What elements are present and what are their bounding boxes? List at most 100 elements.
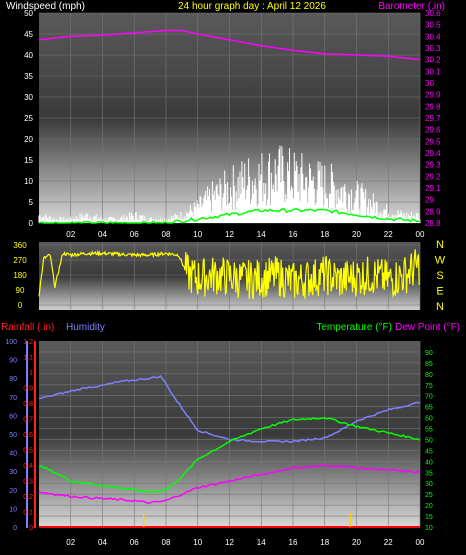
wind-barometer-panel: Windspeed (mph) 24 hour graph day : Apri… xyxy=(6,1,445,239)
temperature-tick-label: 50 xyxy=(425,437,433,444)
temperature-tick-label: 65 xyxy=(425,405,433,412)
x-tick-label: 06 xyxy=(130,538,139,547)
humidity-tick-label: 90 xyxy=(9,358,17,365)
x-tick-label: 10 xyxy=(193,230,202,239)
rainfall-tick-label: 0 xyxy=(29,525,33,532)
x-tick-label: 08 xyxy=(162,230,171,239)
x-tick-label: 16 xyxy=(289,538,298,547)
barometer-tick-label: 29.6 xyxy=(425,126,441,135)
x-tick-label: 18 xyxy=(320,230,329,239)
temperature-tick-label: 75 xyxy=(425,383,433,390)
barometer-tick-label: 29.9 xyxy=(425,91,441,100)
humidity-tick-label: 0 xyxy=(13,525,17,532)
rainfall-tick-label: 0.5 xyxy=(23,448,33,455)
compass-label: W xyxy=(435,255,446,267)
x-tick-label: 04 xyxy=(98,538,107,547)
compass-label: N xyxy=(436,301,444,313)
rainfall-tick-label: 1 xyxy=(29,370,33,377)
temperature-tick-label: 90 xyxy=(425,350,433,357)
barometer-tick-label: 29.1 xyxy=(425,184,441,193)
temperature-tick-label: 25 xyxy=(425,492,433,499)
rainfall-tick-label: 0.2 xyxy=(23,494,33,501)
rainfall-tick-label: 1.1 xyxy=(23,355,33,362)
barometer-tick-label: 30.3 xyxy=(425,44,441,53)
x-tick-label: 16 xyxy=(289,230,298,239)
rainfall-axis-label: Rainfall (.in) xyxy=(1,322,54,333)
temperature-tick-label: 15 xyxy=(425,514,433,521)
barometer-tick-label: 30 xyxy=(425,79,434,88)
direction-tick-label: 360 xyxy=(13,241,27,250)
compass-label: N xyxy=(436,239,444,251)
temperature-axis-label: Temperature (°F) xyxy=(316,322,392,333)
temperature-tick-label: 55 xyxy=(425,427,433,434)
barometer-tick-label: 29.5 xyxy=(425,137,441,146)
humidity-tick-label: 10 xyxy=(9,506,17,513)
direction-tick-label: 180 xyxy=(13,271,27,280)
humidity-tick-label: 100 xyxy=(5,339,17,346)
barometer-tick-label: 30.5 xyxy=(425,21,441,30)
humidity-tick-label: 60 xyxy=(9,413,17,420)
chart-title: 24 hour graph day : April 12 2026 xyxy=(178,1,326,12)
x-tick-label: 00 xyxy=(416,230,425,239)
x-tick-label: 12 xyxy=(225,230,234,239)
wind-tick-label: 30 xyxy=(24,93,33,102)
barometer-tick-label: 29.4 xyxy=(425,149,441,158)
rainfall-tick-label: 0.9 xyxy=(23,386,33,393)
temperature-tick-label: 80 xyxy=(425,372,433,379)
x-tick-label: 14 xyxy=(257,538,266,547)
wind-tick-label: 50 xyxy=(24,9,33,18)
temperature-tick-label: 70 xyxy=(425,394,433,401)
temperature-tick-label: 40 xyxy=(425,459,433,466)
temperature-tick-label: 85 xyxy=(425,361,433,368)
barometer-tick-label: 29.8 xyxy=(425,102,441,111)
barometer-tick-label: 29.7 xyxy=(425,114,441,123)
rainfall-tick-label: 0.8 xyxy=(23,401,33,408)
humidity-series xyxy=(38,374,421,443)
rainfall-tick-label: 0.3 xyxy=(23,479,33,486)
temperature-series xyxy=(38,417,421,493)
temperature-tick-label: 45 xyxy=(425,448,433,455)
barometer-axis-label: Barometer (.in) xyxy=(378,1,445,12)
wind-tick-label: 20 xyxy=(24,135,33,144)
rainfall-tick-label: 0.7 xyxy=(23,417,33,424)
x-tick-label: 20 xyxy=(352,230,361,239)
wind-tick-label: 25 xyxy=(24,114,33,123)
humidity-tick-label: 40 xyxy=(9,451,17,458)
direction-tick-label: 270 xyxy=(13,256,27,265)
humidity-tick-label: 70 xyxy=(9,395,17,402)
x-tick-label: 10 xyxy=(193,538,202,547)
x-tick-label: 08 xyxy=(162,538,171,547)
x-tick-label: 02 xyxy=(66,538,75,547)
dewpoint-series xyxy=(38,464,421,505)
wind-tick-label: 0 xyxy=(29,219,34,228)
dewpoint-axis-label: Dew Point (°F) xyxy=(395,322,460,333)
wind-tick-label: 35 xyxy=(24,72,33,81)
x-tick-label: 12 xyxy=(225,538,234,547)
temperature-tick-label: 30 xyxy=(425,481,433,488)
barometer-tick-label: 28.8 xyxy=(425,219,441,228)
direction-tick-label: 0 xyxy=(18,301,23,310)
windspeed-axis-label: Windspeed (mph) xyxy=(6,1,85,12)
x-tick-label: 04 xyxy=(98,230,107,239)
x-tick-label: 20 xyxy=(352,538,361,547)
compass-label: E xyxy=(436,286,443,298)
temperature-tick-label: 60 xyxy=(425,416,433,423)
wind-average-series xyxy=(38,208,421,224)
temp-humidity-panel: Rainfall (.in) Humidity Temperature (°F)… xyxy=(1,322,460,547)
rainfall-tick-label: 0.6 xyxy=(23,432,33,439)
x-tick-label: 02 xyxy=(66,230,75,239)
barometer-tick-label: 30.6 xyxy=(425,9,441,18)
barometer-tick-label: 29.2 xyxy=(425,172,441,181)
temperature-tick-label: 35 xyxy=(425,470,433,477)
barometer-tick-label: 28.9 xyxy=(425,207,441,216)
compass-label: S xyxy=(436,270,443,282)
barometer-tick-label: 29 xyxy=(425,196,434,205)
wind-direction-series xyxy=(38,249,420,300)
wind-tick-label: 5 xyxy=(29,198,34,207)
humidity-tick-label: 30 xyxy=(9,469,17,476)
direction-tick-label: 90 xyxy=(16,286,25,295)
x-tick-label: 14 xyxy=(257,230,266,239)
wind-tick-label: 40 xyxy=(24,51,33,60)
wind-tick-label: 10 xyxy=(24,177,33,186)
x-tick-label: 06 xyxy=(130,230,139,239)
